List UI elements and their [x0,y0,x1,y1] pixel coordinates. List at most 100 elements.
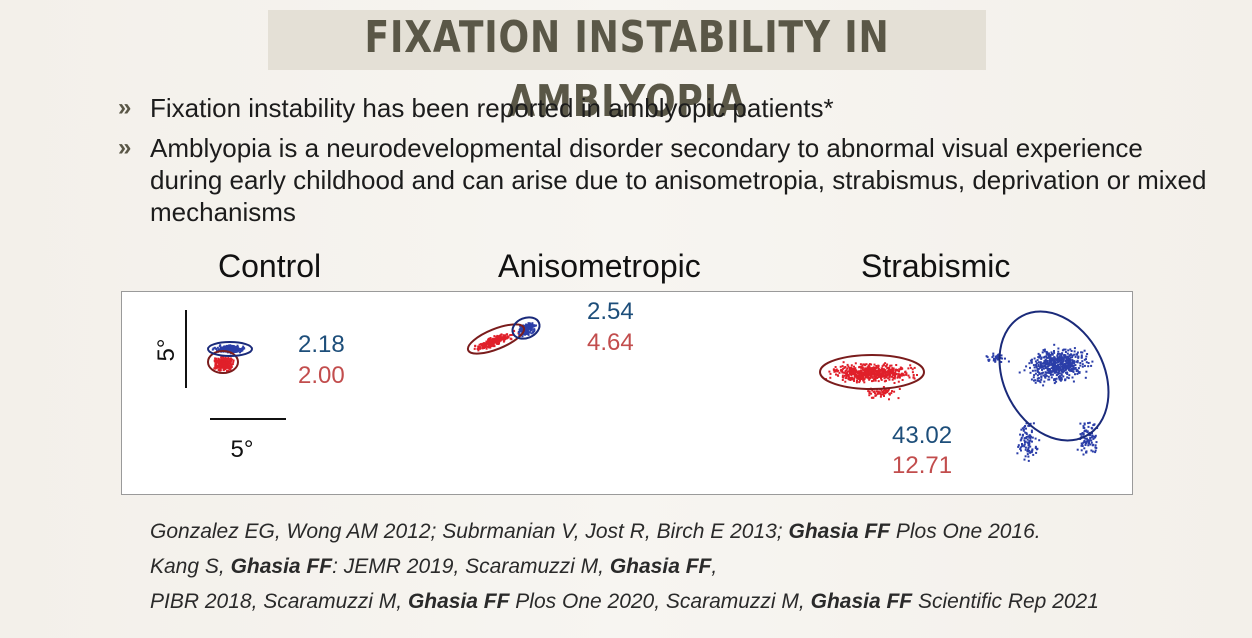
red-fixation-point [854,369,856,372]
red-fixation-point [898,370,900,373]
red-fixation-point [232,361,235,364]
blue-fixation-point [1049,370,1052,373]
blue-fixation-point [1050,376,1053,379]
red-fixation-point [887,377,890,380]
red-fixation-point [224,359,227,362]
blue-fixation-point [216,349,219,352]
blue-fixation-point [1041,368,1043,371]
blue-fixation-point [531,324,534,327]
red-fixation-point [215,357,218,360]
red-fixation-point [219,360,222,363]
red-fixation-point [498,338,501,341]
blue-fixation-point [1067,349,1070,352]
fixation-plot: 5° 5° 2.18 2.00 2.54 4.64 43.02 12.71 [153,298,1110,479]
blue-fixation-point [1029,422,1032,425]
blue-fixation-point [1067,377,1070,380]
blue-fixation-point [1070,368,1073,370]
red-fixation-point [496,342,499,345]
blue-fixation-point [1023,443,1026,446]
blue-fixation-point [530,329,533,332]
blue-fixation-point [1050,362,1053,365]
red-fixation-point [897,397,900,400]
red-fixation-point [897,375,900,378]
page-title: FIXATION INSTABILITY IN AMBLYOPIA [364,12,890,127]
blue-fixation-point [229,344,232,347]
blue-fixation-point [987,358,990,361]
blue-fixation-point [1065,358,1068,361]
blue-fixation-point [236,350,239,353]
red-fixation-point [845,376,848,379]
blue-fixation-point [1051,357,1054,360]
blue-fixation-point [231,349,233,352]
blue-fixation-point [1056,359,1059,362]
strabismic-blue-value: 43.02 [892,422,952,449]
blue-fixation-point [239,351,241,354]
blue-fixation-point [1087,439,1089,442]
red-fixation-point [845,373,848,376]
blue-fixation-point [1073,347,1076,350]
red-fixation-point [865,371,868,374]
blue-fixation-point [1036,374,1039,377]
blue-fixation-point [1044,376,1047,379]
blue-fixation-point [1062,375,1065,378]
blue-fixation-point [1085,442,1087,445]
red-fixation-point [844,380,847,383]
blue-fixation-point [1052,359,1055,362]
blue-fixation-point [220,348,223,351]
vertical-scale-label: 5° [153,339,180,362]
panel-label-strabismic: Strabismic [861,248,1011,284]
blue-fixation-point [523,325,526,327]
red-fixation-point [878,369,881,372]
red-fixation-point [485,347,488,350]
red-fixation-point [871,370,874,373]
blue-fixation-point [529,322,532,325]
blue-fixation-point [1037,363,1040,366]
blue-fixation-point [1034,437,1037,440]
blue-fixation-point [233,350,236,353]
blue-fixation-point [1076,372,1079,375]
red-fixation-point [852,378,855,381]
red-fixation-point [479,343,482,346]
red-fixation-point [886,363,889,366]
red-fixation-point [892,371,895,374]
blue-fixation-point [1076,351,1079,354]
blue-fixation-point [1044,367,1047,369]
control-red-value: 2.00 [298,362,345,389]
blue-fixation-point [527,332,530,335]
red-fixation-point [870,392,873,395]
blue-fixation-point [1090,426,1093,429]
blue-fixation-point [211,348,214,351]
blue-fixation-point [1090,439,1093,442]
blue-fixation-point [1050,357,1053,360]
blue-fixation-point [1091,360,1094,363]
blue-fixation-point [1092,437,1095,440]
blue-fixation-point [228,347,230,350]
red-fixation-point [868,363,871,366]
blue-fixation-point [1047,352,1050,355]
blue-fixation-point [1028,424,1031,427]
red-fixation-point [230,366,233,368]
red-fixation-point [217,364,220,367]
blue-fixation-point [1083,364,1086,367]
red-fixation-point [225,361,228,364]
red-fixation-point [227,367,230,370]
blue-fixation-point [1016,452,1019,455]
red-fixation-point [892,373,895,376]
red-fixation-point [505,336,508,339]
blue-fixation-point [1064,351,1067,353]
blue-fixation-point [1077,355,1080,358]
red-fixation-point [488,337,490,340]
blue-fixation-point [1058,352,1061,355]
blue-fixation-point [1034,445,1037,448]
blue-fixation-point [519,325,522,328]
blue-fixation-point [1061,367,1064,370]
blue-fixation-point [992,352,995,355]
blue-fixation-point [1094,434,1097,437]
red-fixation-point [873,363,876,366]
red-fixation-point [828,370,831,373]
red-fixation-point [836,374,839,377]
red-fixation-point [491,339,494,342]
blue-fixation-point [1050,351,1053,354]
red-fixation-point [862,377,865,380]
red-fixation-point [853,372,856,375]
